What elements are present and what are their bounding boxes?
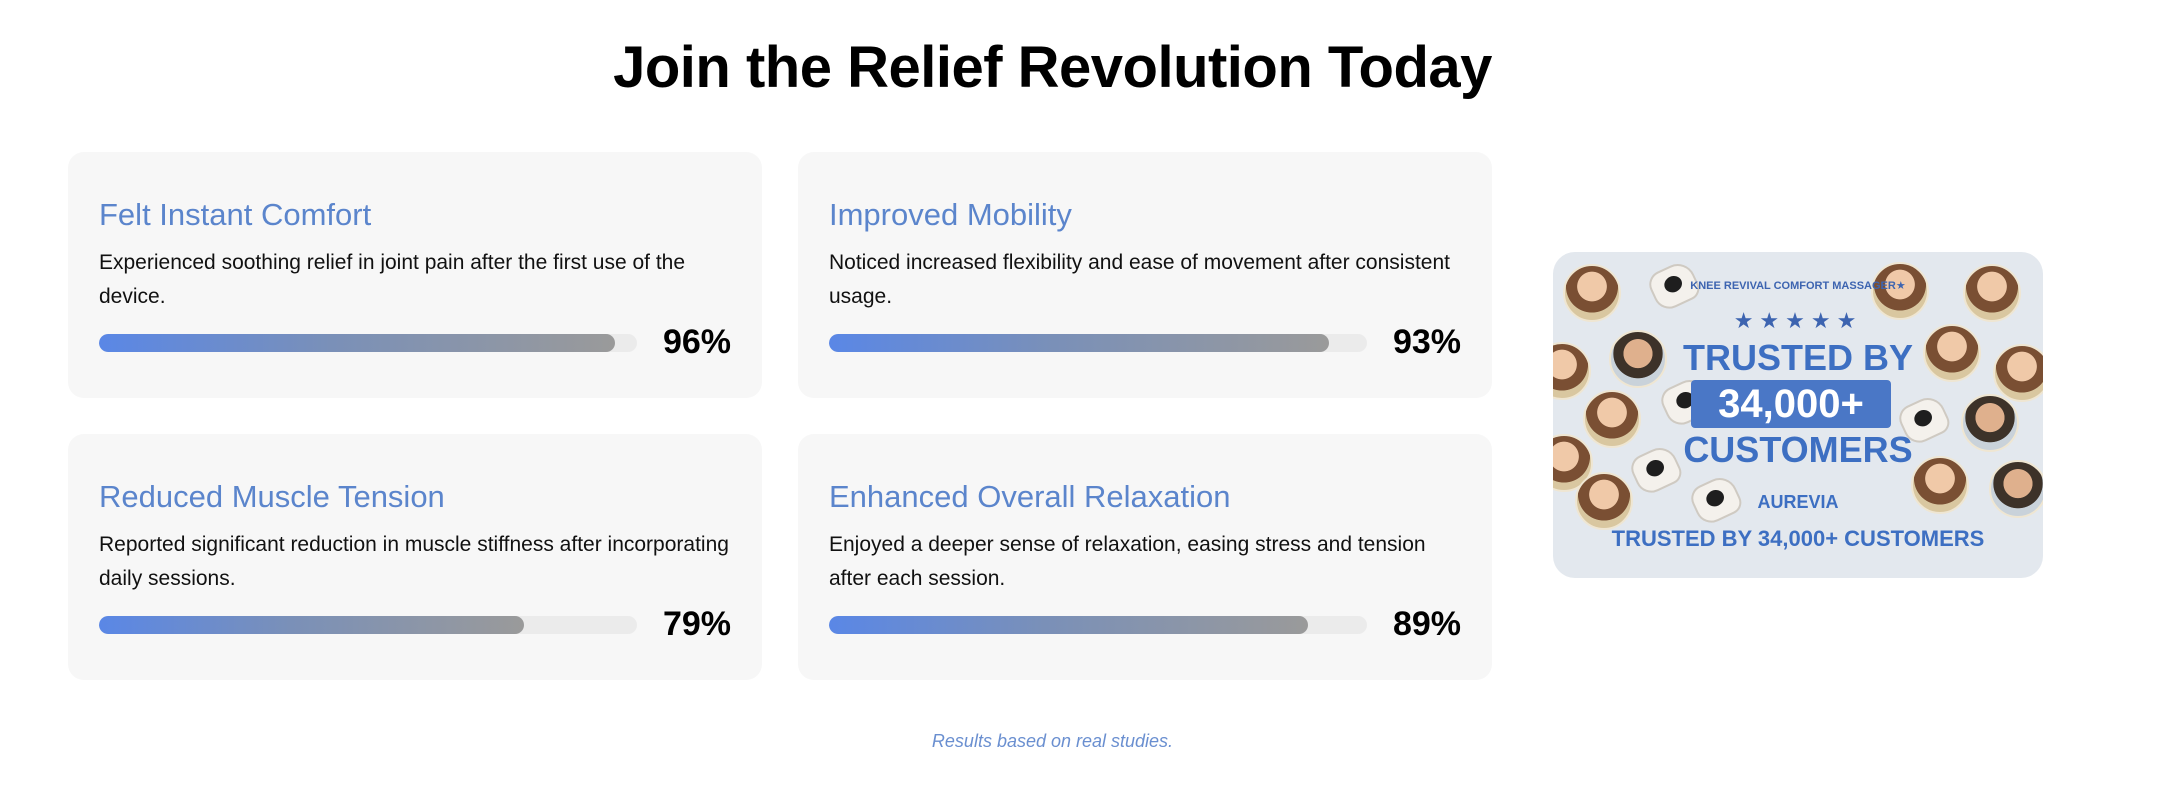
customer-avatar [1871,262,1929,320]
progress-row: 89% [829,602,1461,646]
progress-fill [829,334,1330,352]
stat-card-description: Enjoyed a deeper sense of relaxation, ea… [829,533,1426,590]
stat-card-title: Felt Instant Comfort [99,197,372,232]
customer-avatar [1553,342,1591,400]
customer-avatar [1989,460,2043,518]
progress-percent: 96% [662,323,731,361]
progress-percent: 93% [1392,323,1461,361]
brand-logo: AUREVIA [1757,492,1839,512]
progress-track [829,334,1367,352]
progress-row: 79% [99,602,731,646]
progress-percent: 89% [1392,605,1461,643]
trusted-customers-banner: KNEE REVIVAL COMFORT MASSAGER★ ★★★★★ TRU… [1553,252,2043,578]
stat-card-description: Reported significant reduction in muscle… [99,533,729,590]
customer-avatar [1993,344,2043,402]
progress-fill [829,616,1308,634]
promo-headline-customers: CUSTOMERS [1683,429,1913,470]
results-footnote: Results based on real studies. [931,731,1174,751]
promo-customer-count: 34,000+ [1691,380,1891,428]
customer-avatar [1609,330,1667,388]
progress-percent: 79% [662,605,731,643]
stat-card-description: Noticed increased flexibility and ease o… [829,251,1450,308]
promo-headline: TRUSTED BY [1682,337,1913,378]
progress-row: 93% [829,320,1461,364]
customer-avatar [1583,390,1641,448]
stat-card-title: Reduced Muscle Tension [99,479,445,514]
progress-fill [99,334,616,352]
progress-fill [99,616,525,634]
progress-row: 96% [99,320,731,364]
stat-card-title: Improved Mobility [829,197,1072,232]
promo-footer-text: TRUSTED BY 34,000+ CUSTOMERS [1611,526,1985,551]
stat-card-overall-relaxation: Enhanced Overall Relaxation Enjoyed a de… [798,434,1492,680]
progress-track [99,616,637,634]
promo-product-name: KNEE REVIVAL COMFORT MASSAGER★ [1690,280,1906,292]
page-title: Join the Relief Revolution Today [613,35,1492,100]
customer-avatar [1575,472,1633,530]
stat-card-improved-mobility: Improved Mobility Noticed increased flex… [798,152,1492,398]
customer-avatar [1911,456,1969,514]
customer-avatar [1563,264,1621,322]
progress-track [99,334,637,352]
customer-avatar [1923,324,1981,382]
progress-track [829,616,1367,634]
customer-avatar [1963,264,2021,322]
customer-avatar [1961,394,2019,452]
stat-card-instant-comfort: Felt Instant Comfort Experienced soothin… [68,152,762,398]
stat-card-muscle-tension: Reduced Muscle Tension Reported signific… [68,434,762,680]
stat-card-description: Experienced soothing relief in joint pai… [99,251,686,308]
stat-card-title: Enhanced Overall Relaxation [829,479,1231,514]
star-rating-icon: ★★★★★ [1733,308,1863,333]
